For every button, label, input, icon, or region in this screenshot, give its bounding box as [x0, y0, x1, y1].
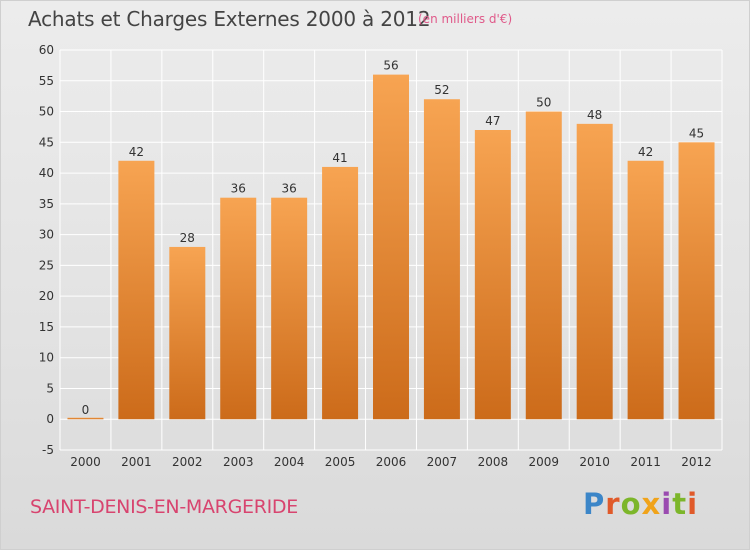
bar: [169, 246, 206, 420]
bar: [271, 197, 308, 420]
y-tick-label: 35: [39, 197, 54, 211]
bar-value-label: 28: [180, 231, 195, 245]
logo-letter: r: [605, 487, 621, 521]
bar: [423, 99, 460, 420]
bar-value-label: 42: [129, 145, 144, 159]
bar: [373, 74, 409, 420]
x-tick-label: 2008: [478, 455, 509, 469]
bar: [678, 142, 715, 420]
bar: [576, 123, 613, 420]
proxiti-logo: Proxiti: [583, 487, 698, 521]
x-tick-label: 2001: [121, 455, 152, 469]
bar-value-label: 36: [231, 182, 246, 196]
x-tick-label: 2012: [681, 455, 712, 469]
y-tick-label: 0: [46, 412, 54, 426]
bar-value-label: 45: [689, 126, 704, 140]
bar: [220, 197, 257, 420]
x-tick-label: 2007: [427, 455, 458, 469]
y-tick-label: 15: [39, 320, 54, 334]
bar-value-label: 0: [82, 403, 90, 417]
bar: [322, 166, 359, 420]
y-tick-label: 50: [39, 105, 54, 119]
bar: [118, 160, 155, 420]
y-tick-label: 5: [46, 381, 54, 395]
y-tick-label: 10: [39, 351, 54, 365]
bar-value-label: 56: [383, 59, 398, 73]
x-tick-label: 2003: [223, 455, 254, 469]
y-tick-label: 30: [39, 228, 54, 242]
y-tick-label: 20: [39, 289, 54, 303]
bar-value-label: 52: [434, 83, 449, 97]
bar-value-label: 48: [587, 108, 602, 122]
commune-name: SAINT-DENIS-EN-MARGERIDE: [30, 496, 298, 518]
x-tick-label: 2011: [630, 455, 661, 469]
logo-letter: o: [620, 487, 642, 521]
y-tick-label: 60: [39, 43, 54, 57]
x-tick-label: 2006: [376, 455, 407, 469]
bar: [67, 417, 104, 420]
y-tick-label: 55: [39, 74, 54, 88]
bar: [474, 130, 511, 420]
logo-letter: P: [583, 487, 606, 521]
bar: [525, 111, 562, 420]
logo-letter: x: [641, 487, 662, 521]
x-tick-label: 2004: [274, 455, 305, 469]
y-tick-label: 45: [39, 135, 54, 149]
logo-letter: i: [687, 487, 699, 521]
x-tick-label: 2002: [172, 455, 203, 469]
x-tick-label: 2000: [70, 455, 101, 469]
y-tick-label: 25: [39, 258, 54, 272]
y-tick-label: 40: [39, 166, 54, 180]
bar-value-label: 41: [332, 151, 347, 165]
x-tick-label: 2009: [528, 455, 559, 469]
bar-value-label: 42: [638, 145, 653, 159]
bar-value-label: 50: [536, 96, 551, 110]
bar-value-label: 47: [485, 114, 500, 128]
chart-title: Achats et Charges Externes 2000 à 2012: [28, 7, 431, 31]
bar: [627, 160, 664, 420]
bar-value-label: 36: [282, 182, 297, 196]
unit-label: (en milliers d'€): [418, 12, 513, 26]
x-tick-label: 2005: [325, 455, 356, 469]
logo-letter: t: [672, 487, 688, 521]
logo-letter: i: [661, 487, 673, 521]
y-tick-label: -5: [42, 443, 54, 457]
x-tick-label: 2010: [579, 455, 610, 469]
